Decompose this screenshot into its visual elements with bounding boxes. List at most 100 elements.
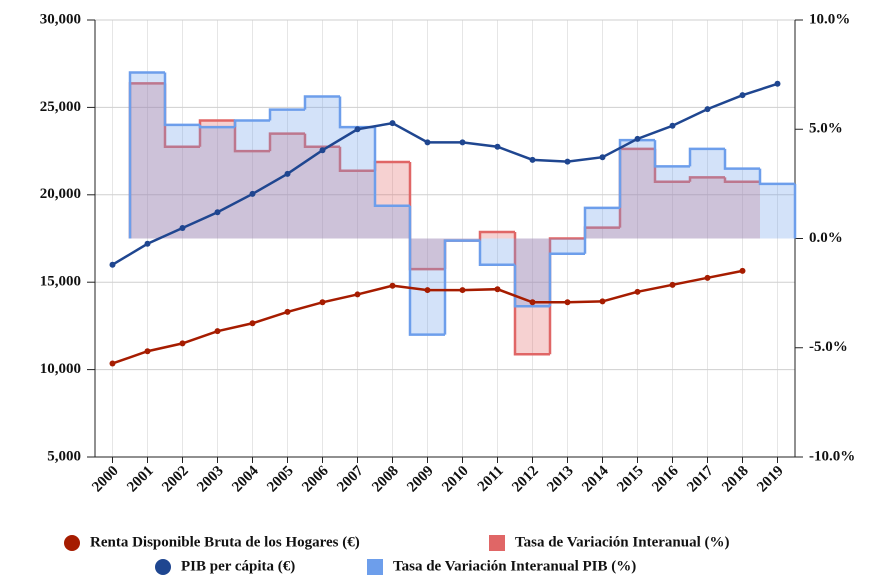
legend-marker xyxy=(64,535,80,551)
y-tick-label: 30,000 xyxy=(40,11,81,27)
step-area xyxy=(725,168,760,239)
point xyxy=(564,158,571,165)
y-tick-label: 10,000 xyxy=(40,361,81,377)
step-area xyxy=(410,238,445,335)
point xyxy=(704,274,711,281)
step-line xyxy=(513,264,550,308)
step-line xyxy=(478,230,515,241)
point xyxy=(249,190,256,197)
x-tick-label: 2009 xyxy=(404,463,437,496)
point xyxy=(529,299,536,306)
step-area xyxy=(200,127,235,239)
step-area xyxy=(340,127,375,239)
x-tick-label: 2000 xyxy=(89,463,122,496)
point xyxy=(704,106,711,113)
legend-label: Renta Disponible Bruta de los Hogares (€… xyxy=(90,534,360,550)
point xyxy=(599,298,606,305)
y2-tick-label: 10.0% xyxy=(809,11,850,27)
step-line xyxy=(723,148,760,170)
x-tick-label: 2012 xyxy=(509,463,542,496)
point xyxy=(214,209,221,216)
step-area xyxy=(585,227,620,239)
step-area xyxy=(515,238,550,355)
point xyxy=(179,340,186,347)
point xyxy=(144,348,151,355)
step-line xyxy=(548,237,585,355)
y-tick-label: 15,000 xyxy=(40,274,81,290)
legend-label: Tasa de Variación Interanual PIB (%) xyxy=(393,558,636,574)
y-tick-label: 25,000 xyxy=(40,99,81,115)
point xyxy=(319,299,326,306)
step-area xyxy=(480,238,515,265)
point xyxy=(284,170,291,177)
x-tick-label: 2004 xyxy=(229,463,262,496)
step-line xyxy=(758,168,795,186)
point xyxy=(739,267,746,274)
step-area xyxy=(375,162,410,239)
step-area xyxy=(760,183,795,239)
point xyxy=(354,126,361,133)
x-tick-label: 2013 xyxy=(544,463,577,496)
step-line xyxy=(198,119,235,147)
point xyxy=(494,143,501,150)
x-tick-label: 2016 xyxy=(649,463,682,496)
step-line xyxy=(723,177,760,183)
step-line xyxy=(548,252,585,307)
step-line xyxy=(478,240,515,266)
x-tick-label: 2007 xyxy=(334,463,367,496)
point xyxy=(319,147,326,154)
x-tick-label: 2001 xyxy=(124,463,157,496)
point xyxy=(529,156,536,163)
step-line xyxy=(408,205,445,336)
y2-tick-label: -10.0% xyxy=(809,448,855,464)
x-tick-label: 2008 xyxy=(369,463,402,496)
point xyxy=(389,120,396,127)
step-area xyxy=(305,96,340,239)
x-tick-label: 2005 xyxy=(264,463,297,496)
point xyxy=(669,122,676,129)
point xyxy=(389,282,396,289)
step-line xyxy=(163,72,200,127)
step-line xyxy=(128,71,165,239)
step-line xyxy=(198,124,235,129)
y-tick-label: 5,000 xyxy=(47,448,81,464)
step-area xyxy=(410,238,445,270)
step-area xyxy=(620,148,655,239)
step-area xyxy=(480,231,515,239)
step-area xyxy=(375,205,410,239)
point xyxy=(599,154,606,161)
step-line xyxy=(338,146,375,173)
step-area xyxy=(620,140,655,239)
step-line xyxy=(688,147,725,167)
y2-tick-label: 0.0% xyxy=(809,230,843,246)
y2-tick-label: 5.0% xyxy=(809,121,843,137)
step-line xyxy=(303,95,340,110)
legend-marker xyxy=(489,535,505,551)
step-line xyxy=(653,140,690,168)
point xyxy=(424,287,431,294)
point xyxy=(459,287,466,294)
step-area xyxy=(130,72,165,239)
x-tick-label: 2018 xyxy=(719,463,752,496)
x-tick-label: 2010 xyxy=(439,463,472,496)
point xyxy=(214,328,221,335)
step-line xyxy=(268,132,305,152)
point xyxy=(669,281,676,288)
step-area xyxy=(235,120,270,239)
step-area xyxy=(305,146,340,239)
point xyxy=(249,320,256,327)
point xyxy=(109,360,116,367)
step-area xyxy=(725,181,760,239)
x-tick-label: 2002 xyxy=(159,463,192,496)
step-line xyxy=(268,108,305,121)
step-area xyxy=(130,83,165,239)
step-line xyxy=(583,206,620,254)
x-tick-label: 2006 xyxy=(299,463,332,496)
step-line xyxy=(443,239,480,335)
point xyxy=(564,299,571,306)
step-area xyxy=(655,166,690,239)
x-tick-label: 2014 xyxy=(579,463,612,496)
step-line xyxy=(233,119,270,128)
point xyxy=(774,80,781,87)
